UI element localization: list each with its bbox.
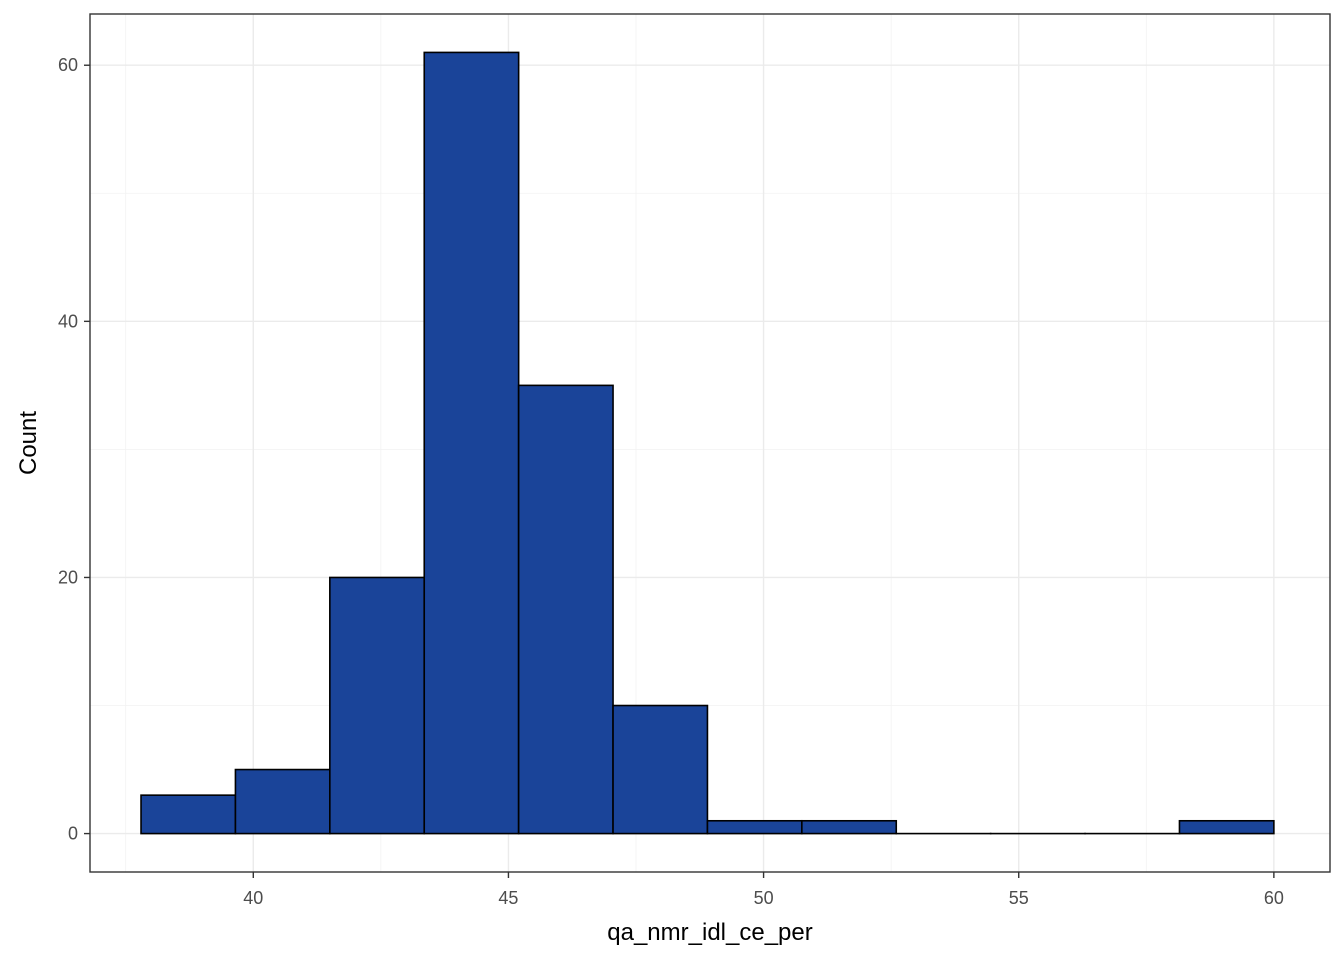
y-tick-label: 60 [58,55,78,75]
y-axis-title: Count [15,411,42,475]
x-tick-label: 45 [498,888,518,908]
x-tick-label: 50 [754,888,774,908]
y-tick-label: 20 [58,567,78,587]
y-tick-label: 0 [68,824,78,844]
histogram-bar [801,819,898,835]
y-axis-ticks: 0 20 40 60 [58,55,90,844]
histogram-bar [423,51,520,835]
histogram-bar [517,384,614,835]
x-tick-label: 55 [1009,888,1029,908]
histogram-bar [329,576,426,835]
histogram-bar [612,704,709,835]
histogram-bar [234,768,331,835]
x-tick-label: 60 [1264,888,1284,908]
plot-border [89,13,1331,873]
x-axis-title: qa_nmr_idl_ce_per [607,919,812,946]
histogram-bar [706,819,803,835]
plot-background [90,14,1330,872]
histogram-bar [1178,819,1275,835]
bars [140,51,1275,835]
x-axis-ticks: 40 45 50 55 60 [243,872,1284,908]
y-tick-label: 40 [58,311,78,331]
x-tick-label: 40 [243,888,263,908]
histogram-bar [140,794,237,835]
